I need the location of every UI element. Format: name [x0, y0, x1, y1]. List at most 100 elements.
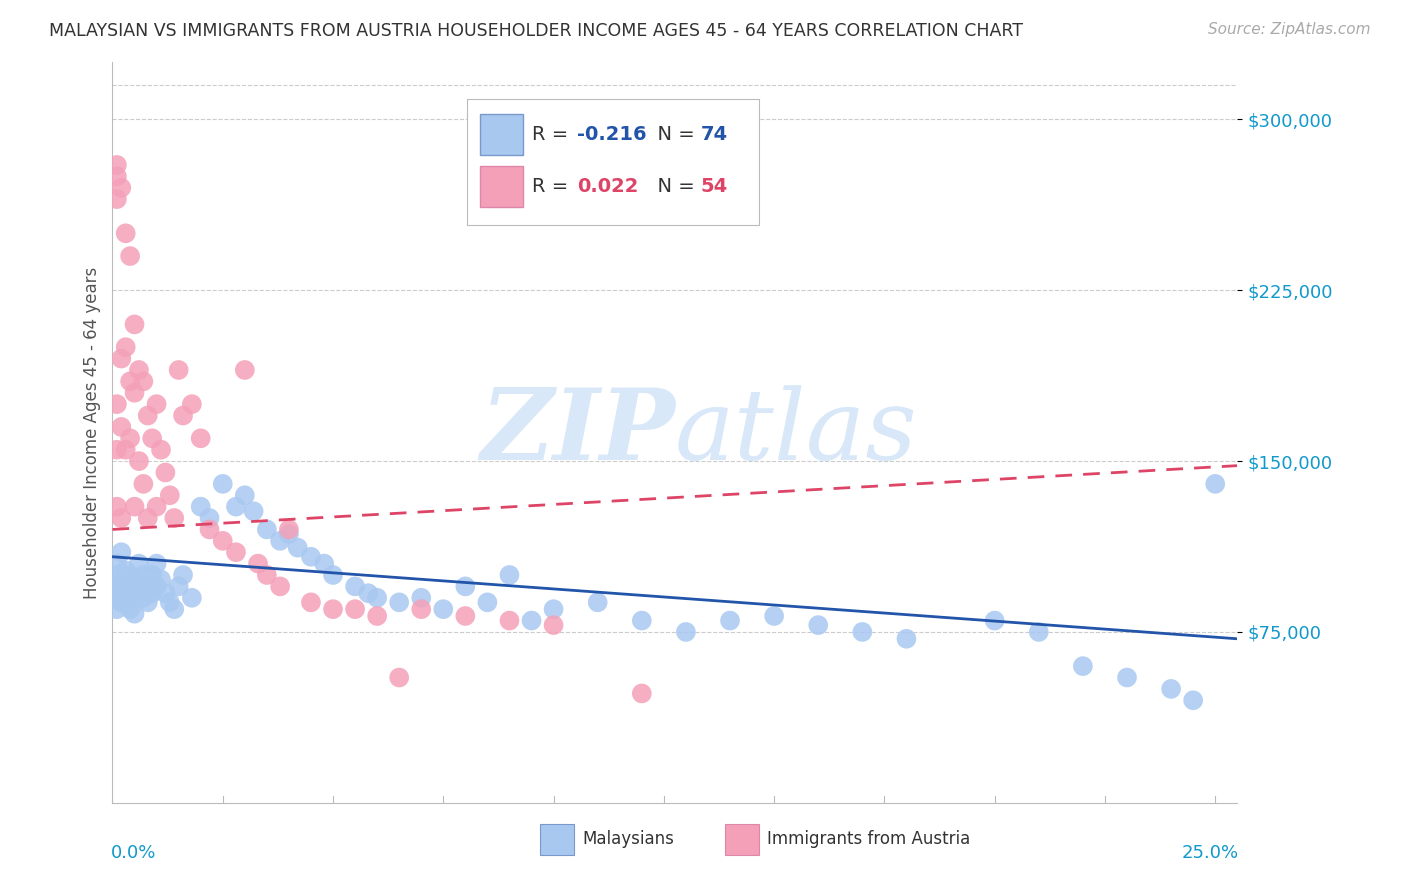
Point	[163, 511, 186, 525]
Point	[211, 476, 233, 491]
Point	[190, 431, 212, 445]
Point	[114, 564, 136, 578]
Point	[411, 602, 433, 616]
Point	[114, 227, 136, 241]
Point	[477, 595, 499, 609]
Point	[132, 568, 155, 582]
Text: -0.216: -0.216	[576, 125, 647, 144]
Point	[120, 568, 142, 582]
Point	[145, 579, 167, 593]
Text: 54: 54	[700, 177, 728, 195]
Point	[128, 454, 150, 468]
Point	[105, 579, 128, 593]
Point	[145, 557, 167, 571]
Point	[454, 609, 477, 624]
Text: Immigrants from Austria: Immigrants from Austria	[768, 830, 970, 848]
Point	[159, 595, 181, 609]
Point	[1116, 671, 1139, 685]
Point	[388, 671, 411, 685]
Point	[105, 557, 128, 571]
Point	[299, 595, 322, 609]
Point	[114, 340, 136, 354]
Point	[287, 541, 309, 555]
Point	[155, 586, 177, 600]
Point	[211, 533, 233, 548]
Point	[763, 609, 786, 624]
Point	[520, 614, 543, 628]
Point	[136, 595, 159, 609]
Point	[411, 591, 433, 605]
Point	[120, 375, 142, 389]
Point	[233, 363, 256, 377]
Point	[128, 557, 150, 571]
Point	[344, 602, 367, 616]
Point	[190, 500, 212, 514]
Point	[543, 602, 565, 616]
Point	[141, 568, 163, 582]
Point	[141, 431, 163, 445]
Point	[155, 466, 177, 480]
Point	[110, 351, 132, 366]
Point	[141, 586, 163, 600]
Point	[388, 595, 411, 609]
Point	[150, 573, 173, 587]
Point	[124, 591, 146, 605]
Point	[114, 442, 136, 457]
Point	[198, 511, 221, 525]
Point	[225, 545, 247, 559]
Point	[159, 488, 181, 502]
Point	[120, 431, 142, 445]
Point	[322, 568, 344, 582]
Point	[277, 527, 299, 541]
Point	[128, 579, 150, 593]
Point	[105, 442, 128, 457]
Point	[269, 579, 291, 593]
Point	[105, 500, 128, 514]
Point	[896, 632, 918, 646]
Y-axis label: Householder Income Ages 45 - 64 years: Householder Income Ages 45 - 64 years	[83, 267, 101, 599]
Point	[256, 568, 278, 582]
FancyBboxPatch shape	[467, 99, 759, 226]
Point	[150, 442, 173, 457]
Point	[132, 476, 155, 491]
Text: ZIP: ZIP	[479, 384, 675, 481]
Point	[269, 533, 291, 548]
Point	[498, 614, 520, 628]
Point	[180, 591, 202, 605]
Point	[120, 602, 142, 616]
Point	[136, 579, 159, 593]
Point	[366, 609, 388, 624]
Text: 0.0%: 0.0%	[111, 844, 156, 862]
Point	[145, 500, 167, 514]
Point	[120, 249, 142, 263]
Point	[357, 586, 380, 600]
Point	[1204, 476, 1226, 491]
Point	[105, 602, 128, 616]
Point	[105, 591, 128, 605]
Text: N =: N =	[644, 177, 700, 195]
Point	[256, 523, 278, 537]
Point	[114, 595, 136, 609]
Point	[454, 579, 477, 593]
Point	[432, 602, 454, 616]
Point	[120, 583, 142, 598]
Point	[172, 409, 194, 423]
Point	[314, 557, 336, 571]
Point	[247, 557, 270, 571]
Point	[1071, 659, 1094, 673]
Text: Malaysians: Malaysians	[582, 830, 675, 848]
Text: 74: 74	[700, 125, 728, 144]
Point	[344, 579, 367, 593]
Point	[1028, 624, 1050, 639]
Point	[105, 192, 128, 206]
Point	[242, 504, 264, 518]
Point	[110, 420, 132, 434]
Bar	[725, 823, 759, 855]
Bar	[481, 114, 523, 155]
Point	[630, 686, 652, 700]
Point	[675, 624, 697, 639]
Point	[105, 169, 128, 184]
Point	[136, 409, 159, 423]
Point	[366, 591, 388, 605]
Text: atlas: atlas	[675, 385, 918, 480]
